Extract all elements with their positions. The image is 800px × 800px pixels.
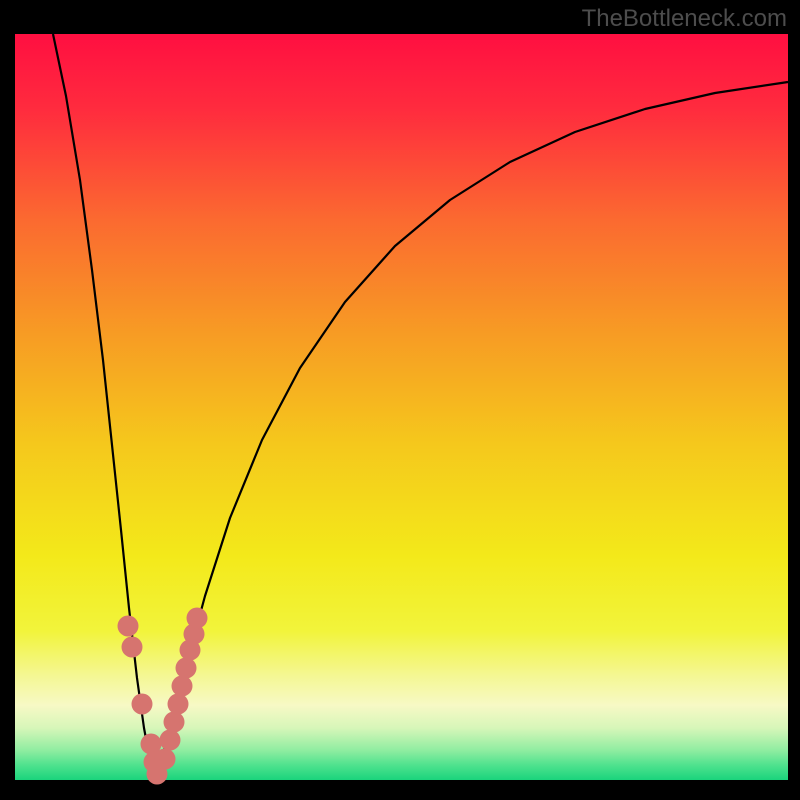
- marker-point: [122, 637, 143, 658]
- watermark: TheBottleneck.com: [582, 5, 787, 32]
- marker-point: [160, 730, 181, 751]
- marker-point: [176, 658, 197, 679]
- marker-point: [187, 608, 208, 629]
- marker-point: [132, 694, 153, 715]
- marker-point: [155, 749, 176, 770]
- plot-background: [15, 34, 788, 780]
- marker-point: [172, 676, 193, 697]
- marker-point: [118, 616, 139, 637]
- chart-root: TheBottleneck.com: [0, 0, 800, 800]
- marker-point: [168, 694, 189, 715]
- marker-point: [164, 712, 185, 733]
